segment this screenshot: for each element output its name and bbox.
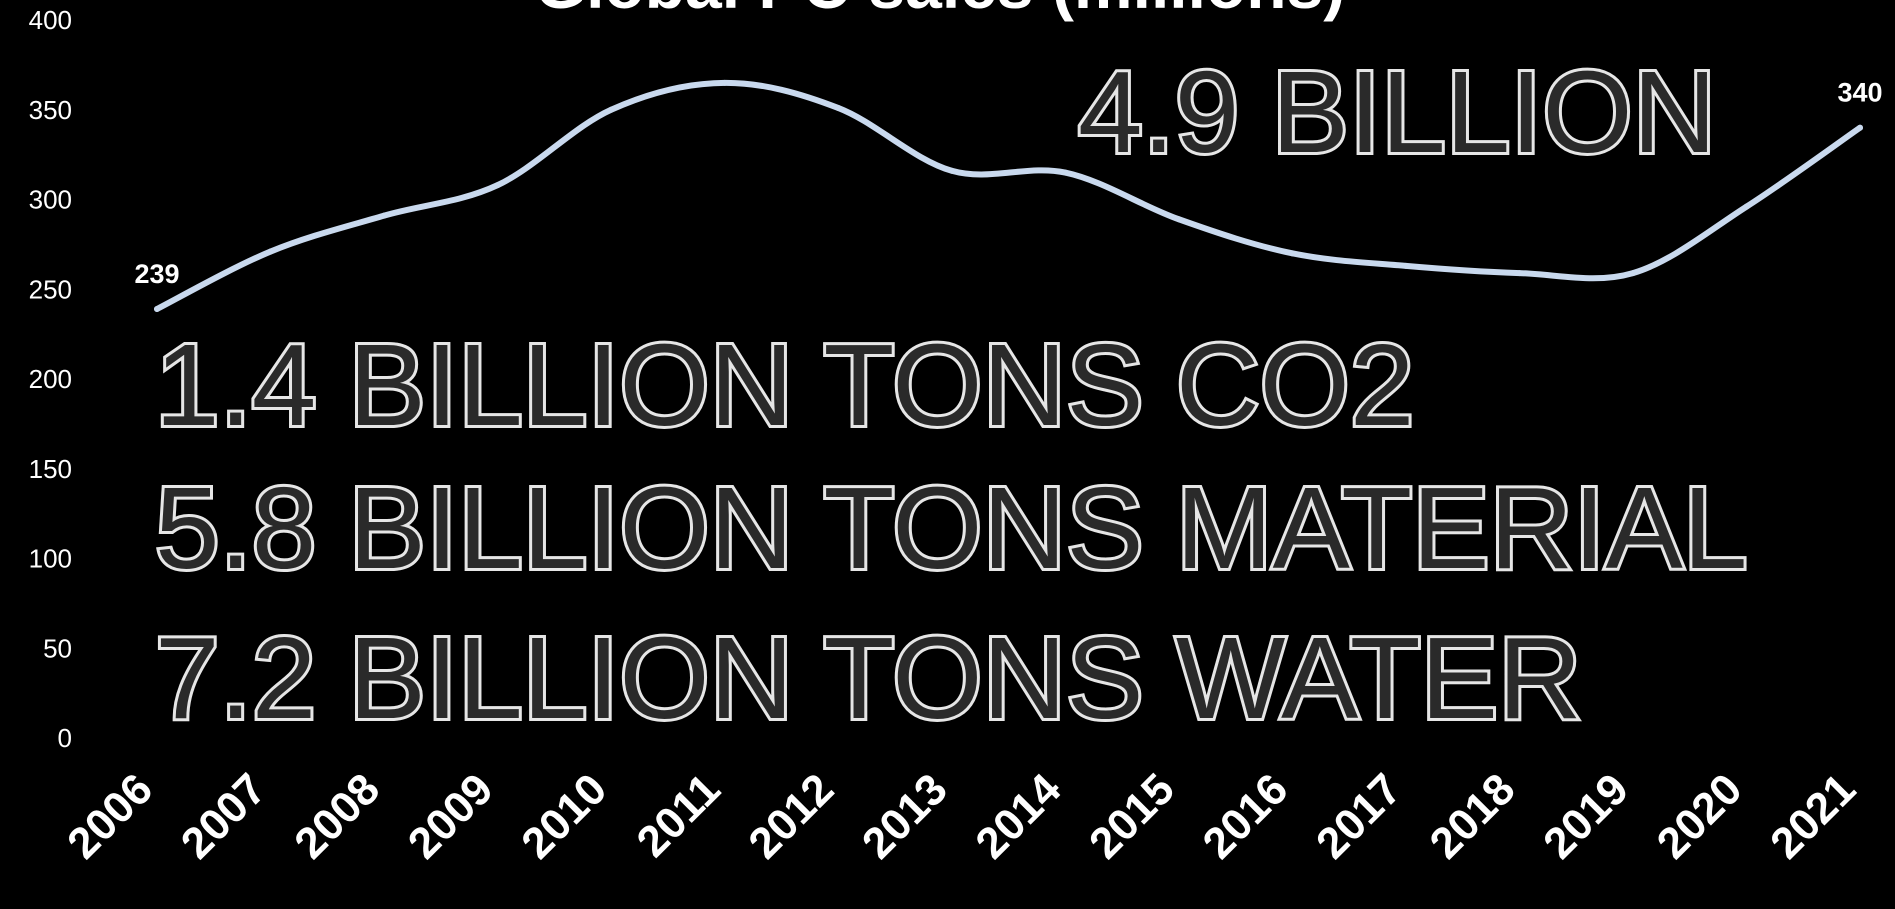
data-point	[608, 106, 615, 113]
data-point	[1289, 250, 1296, 257]
data-point	[1062, 169, 1069, 176]
data-point	[1175, 216, 1182, 223]
y-tick-label: 100	[29, 544, 72, 574]
stat-material: 5.8 BILLION TONS MATERIAL	[155, 463, 1747, 593]
y-tick-label: 350	[29, 95, 72, 125]
data-label: 239	[134, 259, 179, 289]
data-point	[381, 212, 388, 219]
y-tick-label: 300	[29, 185, 72, 215]
stat-water: 7.2 BILLION TONS WATER	[155, 613, 1582, 743]
data-point	[267, 248, 274, 255]
y-tick-label: 0	[58, 723, 72, 753]
data-labels: 239 340	[134, 78, 1882, 289]
stats-overlay: 1.4 BILLION TONS CO2 5.8 BILLION TONS MA…	[152, 317, 1750, 746]
data-point	[948, 167, 955, 174]
data-point	[1629, 270, 1636, 277]
data-point	[494, 182, 501, 189]
stat-co2: 1.4 BILLION TONS CO2	[155, 320, 1414, 450]
y-tick-label: 200	[29, 364, 72, 394]
y-tick-label: 250	[29, 274, 72, 304]
data-point	[1402, 262, 1409, 269]
series-group	[154, 79, 1863, 312]
data-point	[154, 305, 160, 312]
y-tick-label: 150	[29, 454, 72, 484]
data-point	[835, 104, 842, 111]
data-label: 340	[1837, 78, 1882, 108]
chart-title: Global PC sales (millions)	[535, 0, 1346, 22]
y-tick-label: 400	[29, 5, 72, 35]
y-tick-label: 50	[43, 633, 72, 663]
data-point	[1516, 270, 1523, 277]
data-point	[1857, 124, 1863, 131]
data-point	[721, 79, 728, 86]
headline-text: 4.9 BILLION	[1078, 47, 1716, 177]
data-point	[1743, 203, 1750, 210]
sales-line	[154, 79, 1863, 312]
headline-overlay: 4.9 BILLION	[1075, 44, 1719, 180]
y-axis: 0 50 100 150 200 250 300 350 400	[29, 5, 72, 753]
